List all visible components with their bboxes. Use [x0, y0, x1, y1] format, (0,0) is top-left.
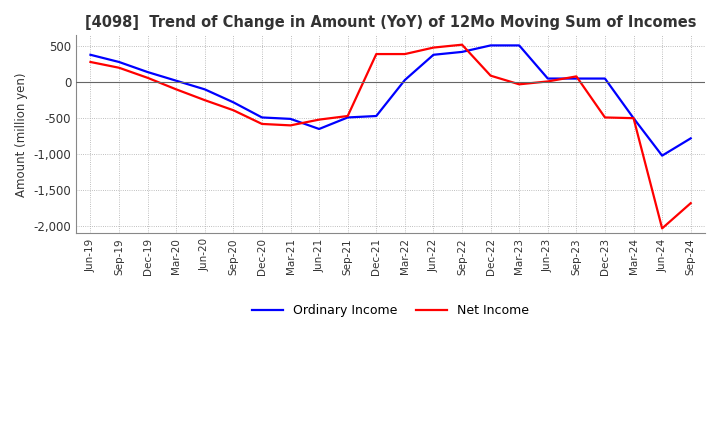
Ordinary Income [315, 126, 323, 132]
Net Income [86, 59, 95, 65]
Net Income [400, 51, 409, 57]
Net Income [343, 114, 352, 119]
Net Income [600, 115, 609, 120]
Line: Net Income: Net Income [91, 45, 690, 228]
Ordinary Income [600, 76, 609, 81]
Net Income [172, 87, 181, 92]
Ordinary Income [486, 43, 495, 48]
Ordinary Income [258, 115, 266, 120]
Ordinary Income [287, 116, 295, 121]
Ordinary Income [572, 76, 581, 81]
Y-axis label: Amount (million yen): Amount (million yen) [15, 72, 28, 197]
Net Income [686, 201, 695, 206]
Ordinary Income [229, 100, 238, 105]
Net Income [486, 73, 495, 78]
Ordinary Income [372, 114, 381, 119]
Ordinary Income [343, 115, 352, 120]
Ordinary Income [458, 49, 467, 55]
Ordinary Income [172, 78, 181, 83]
Legend: Ordinary Income, Net Income: Ordinary Income, Net Income [247, 299, 534, 322]
Net Income [287, 123, 295, 128]
Ordinary Income [86, 52, 95, 58]
Ordinary Income [515, 43, 523, 48]
Ordinary Income [544, 76, 552, 81]
Ordinary Income [200, 87, 209, 92]
Net Income [200, 98, 209, 103]
Ordinary Income [400, 77, 409, 83]
Net Income [429, 45, 438, 50]
Net Income [372, 51, 381, 57]
Net Income [143, 75, 152, 81]
Ordinary Income [429, 52, 438, 58]
Net Income [258, 121, 266, 127]
Net Income [458, 42, 467, 48]
Net Income [114, 65, 123, 70]
Ordinary Income [114, 59, 123, 65]
Net Income [572, 74, 581, 79]
Net Income [315, 117, 323, 122]
Net Income [544, 79, 552, 84]
Net Income [515, 82, 523, 87]
Title: [4098]  Trend of Change in Amount (YoY) of 12Mo Moving Sum of Incomes: [4098] Trend of Change in Amount (YoY) o… [85, 15, 696, 30]
Ordinary Income [143, 70, 152, 75]
Ordinary Income [658, 153, 667, 158]
Net Income [629, 116, 638, 121]
Net Income [229, 108, 238, 113]
Net Income [658, 226, 667, 231]
Ordinary Income [629, 116, 638, 121]
Ordinary Income [686, 136, 695, 141]
Line: Ordinary Income: Ordinary Income [91, 45, 690, 156]
